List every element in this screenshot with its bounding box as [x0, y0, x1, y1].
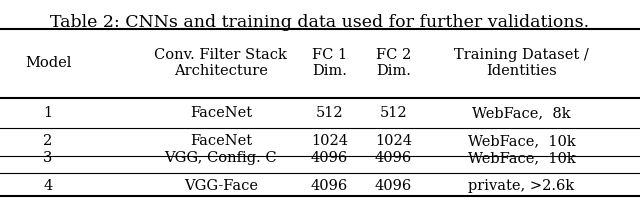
- Text: Training Dataset /
Identities: Training Dataset / Identities: [454, 48, 589, 78]
- Text: Conv. Filter Stack
Architecture: Conv. Filter Stack Architecture: [154, 48, 287, 78]
- Text: 4096: 4096: [311, 151, 348, 165]
- Text: 4096: 4096: [375, 179, 412, 193]
- Text: 4096: 4096: [375, 151, 412, 165]
- Text: 512: 512: [380, 106, 408, 120]
- Text: 3: 3: [44, 151, 52, 165]
- Text: 4096: 4096: [311, 179, 348, 193]
- Text: WebFace,  10k: WebFace, 10k: [468, 151, 575, 165]
- Text: Model: Model: [25, 56, 71, 70]
- Text: 1: 1: [44, 106, 52, 120]
- Text: 512: 512: [316, 106, 344, 120]
- Text: FaceNet: FaceNet: [189, 106, 252, 120]
- Text: private, >2.6k: private, >2.6k: [468, 179, 575, 193]
- Text: FC 2
Dim.: FC 2 Dim.: [376, 48, 412, 78]
- Text: VGG-Face: VGG-Face: [184, 179, 258, 193]
- Text: FC 1
Dim.: FC 1 Dim.: [312, 48, 347, 78]
- Text: 2: 2: [44, 134, 52, 148]
- Text: WebFace,  10k: WebFace, 10k: [468, 134, 575, 148]
- Text: 1024: 1024: [375, 134, 412, 148]
- Text: Table 2: CNNs and training data used for further validations.: Table 2: CNNs and training data used for…: [51, 14, 589, 31]
- Text: FaceNet: FaceNet: [189, 134, 252, 148]
- Text: 4: 4: [44, 179, 52, 193]
- Text: VGG, Config. C: VGG, Config. C: [164, 151, 277, 165]
- Text: WebFace,  8k: WebFace, 8k: [472, 106, 571, 120]
- Text: 1024: 1024: [311, 134, 348, 148]
